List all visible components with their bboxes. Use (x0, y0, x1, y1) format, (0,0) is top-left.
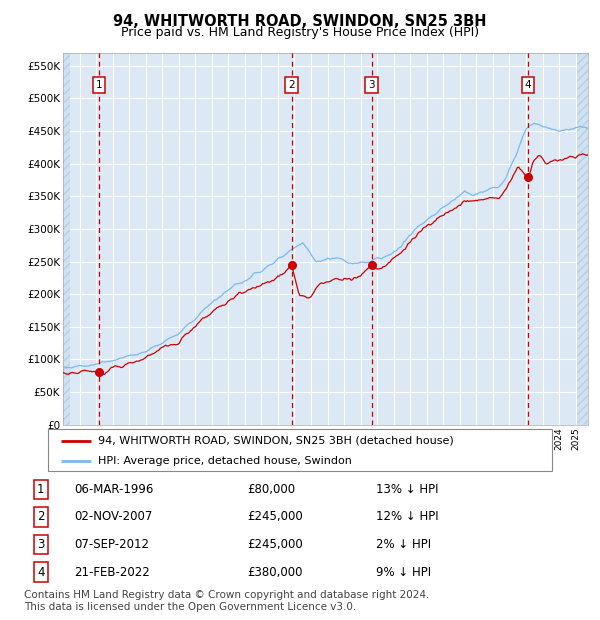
Text: 07-SEP-2012: 07-SEP-2012 (74, 538, 149, 551)
Text: 06-MAR-1996: 06-MAR-1996 (74, 483, 154, 496)
Text: 94, WHITWORTH ROAD, SWINDON, SN25 3BH (detached house): 94, WHITWORTH ROAD, SWINDON, SN25 3BH (d… (98, 436, 454, 446)
Text: 4: 4 (525, 81, 532, 91)
Text: HPI: Average price, detached house, Swindon: HPI: Average price, detached house, Swin… (98, 456, 352, 466)
FancyBboxPatch shape (48, 429, 552, 471)
Bar (63, 53, 70, 425)
Text: 1: 1 (95, 81, 102, 91)
Text: £245,000: £245,000 (247, 538, 303, 551)
Text: 9% ↓ HPI: 9% ↓ HPI (376, 565, 431, 578)
Text: £380,000: £380,000 (247, 565, 303, 578)
Text: £245,000: £245,000 (247, 510, 303, 523)
Text: 3: 3 (37, 538, 44, 551)
Text: £80,000: £80,000 (247, 483, 295, 496)
Text: 4: 4 (37, 565, 44, 578)
Bar (577, 53, 590, 425)
Text: 02-NOV-2007: 02-NOV-2007 (74, 510, 152, 523)
Text: 3: 3 (368, 81, 375, 91)
Text: Price paid vs. HM Land Registry's House Price Index (HPI): Price paid vs. HM Land Registry's House … (121, 26, 479, 39)
Text: 12% ↓ HPI: 12% ↓ HPI (376, 510, 438, 523)
Text: 2% ↓ HPI: 2% ↓ HPI (376, 538, 431, 551)
Text: 21-FEB-2022: 21-FEB-2022 (74, 565, 150, 578)
Text: 2: 2 (37, 510, 44, 523)
Text: 94, WHITWORTH ROAD, SWINDON, SN25 3BH: 94, WHITWORTH ROAD, SWINDON, SN25 3BH (113, 14, 487, 29)
Text: 13% ↓ HPI: 13% ↓ HPI (376, 483, 438, 496)
Text: Contains HM Land Registry data © Crown copyright and database right 2024.
This d: Contains HM Land Registry data © Crown c… (24, 590, 430, 612)
Text: 2: 2 (289, 81, 295, 91)
Text: 1: 1 (37, 483, 44, 496)
